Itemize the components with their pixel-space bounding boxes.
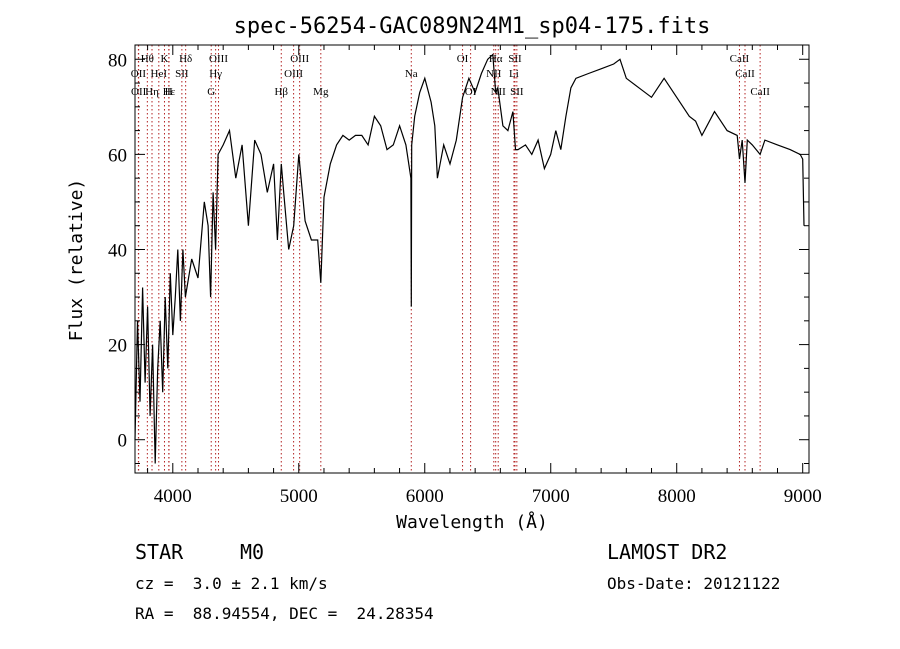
y-tick-label: 20 [108, 336, 127, 357]
x-tick-label: 7000 [532, 486, 570, 507]
chart-title: spec-56254-GAC089N24M1_sp04-175.fits [234, 14, 711, 39]
spectral-line-markers [137, 45, 761, 473]
y-axis-label: Flux (relative) [66, 179, 87, 342]
x-tick-label: 5000 [280, 486, 318, 507]
x-axis-ticks: 4000 5000 6000 7000 8000 9000 [147, 45, 822, 507]
spectral-line-label: CaII [750, 86, 770, 98]
observation-date: Obs-Date: 20121122 [607, 574, 781, 593]
spectral-line-label: Hα [489, 53, 503, 65]
spectral-line-label: Hδ [179, 53, 192, 65]
spectral-line-label: OI [465, 86, 477, 98]
survey-name: LAMOST DR2 [607, 540, 728, 564]
object-subclass: M0 [240, 540, 265, 564]
spectral-line-label: OIII [284, 68, 303, 80]
object-class: STAR [135, 540, 184, 564]
spectral-line-label: OIII [209, 53, 228, 65]
y-tick-label: 0 [118, 431, 128, 452]
x-axis-label: Wavelength (Å) [396, 511, 548, 533]
redshift-value: cz = 3.0 ± 2.1 km/s [135, 574, 328, 593]
spectral-line-label: H [165, 86, 173, 98]
spectral-line-label: Hθ [141, 53, 154, 65]
spectral-line-label: Mg [313, 86, 329, 98]
x-tick-label: 4000 [154, 486, 192, 507]
y-tick-label: 80 [108, 50, 127, 71]
x-tick-label: 6000 [406, 486, 444, 507]
spectral-line-label: Hε [163, 86, 176, 98]
spectral-line-label: Li [509, 68, 519, 80]
spectral-line-label: HeI [151, 68, 168, 80]
y-tick-label: 40 [108, 240, 127, 261]
spectral-line-label: SII [175, 68, 189, 80]
y-tick-label: 60 [108, 145, 127, 166]
spectral-line-label: CaII [730, 53, 750, 65]
spectral-line-label: Hβ [274, 86, 288, 98]
x-tick-label: 9000 [784, 486, 822, 507]
spectral-line-label: Na [405, 68, 418, 80]
spectral-line-label: OIII [290, 53, 309, 65]
coordinates: RA = 88.94554, DEC = 24.28354 [135, 604, 434, 623]
spectral-line-label: Hη [145, 86, 159, 98]
spectrum-series-line [134, 53, 805, 464]
spectral-line-label: OII [131, 68, 147, 80]
x-tick-label: 8000 [658, 486, 696, 507]
y-axis-ticks: 0 20 40 60 80 [108, 50, 809, 464]
spectral-line-label: G [207, 86, 215, 98]
spectral-line-label: OI [457, 53, 469, 65]
spectral-line-label: K [161, 53, 169, 65]
spectral-line-label: SII [510, 86, 524, 98]
plot-frame [134, 44, 810, 474]
spectral-line-label: SII [508, 53, 522, 65]
spectral-line-label: CaII [735, 68, 755, 80]
spectral-line-label: Hγ [209, 68, 222, 80]
